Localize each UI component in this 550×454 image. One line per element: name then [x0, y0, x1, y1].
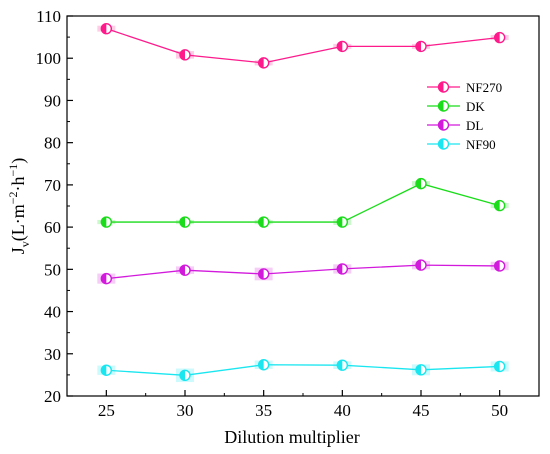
x-tick-label: 40	[334, 401, 351, 420]
y-tick-label: 60	[44, 218, 61, 237]
y-axis-title: Jv(L·m−2·h−1)	[6, 158, 32, 255]
data-point	[257, 359, 270, 371]
y-tick-label: 30	[44, 345, 61, 364]
series-dk	[97, 177, 509, 228]
marker-fill	[438, 139, 444, 149]
legend-label: DL	[466, 118, 483, 133]
data-point	[100, 216, 113, 228]
marker-fill	[101, 365, 107, 376]
series-layer	[97, 22, 509, 383]
data-point	[336, 40, 349, 53]
y-tick-label: 100	[36, 49, 62, 68]
legend-label: DK	[466, 99, 485, 114]
x-tick-label: 25	[98, 401, 115, 420]
data-point	[257, 216, 270, 228]
legend-marker	[437, 100, 450, 112]
data-point	[336, 263, 349, 275]
data-point	[179, 264, 191, 276]
data-point	[493, 360, 506, 373]
data-point	[100, 22, 113, 35]
data-point	[493, 260, 506, 272]
marker-fill	[494, 260, 500, 271]
data-point	[257, 57, 270, 69]
legend-item-dk: DK	[427, 99, 485, 114]
y-tick-label: 20	[44, 387, 61, 406]
legend-marker	[437, 138, 450, 150]
y-tick-label: 90	[44, 91, 61, 110]
x-tick-label: 30	[177, 401, 194, 420]
legend-label: NF270	[466, 80, 502, 95]
marker-fill	[258, 57, 264, 68]
y-tick-label: 110	[36, 7, 61, 26]
marker-fill	[494, 361, 500, 372]
marker-fill	[180, 49, 185, 60]
marker-fill	[416, 364, 421, 375]
plot-area	[66, 15, 540, 397]
data-point	[336, 359, 349, 371]
series-line	[106, 28, 500, 64]
marker-fill	[416, 41, 421, 52]
marker-fill	[180, 265, 185, 276]
marker-fill	[101, 217, 107, 228]
data-point	[179, 369, 191, 382]
y-axis: 20 30 40 50 60 70 80 90 100 110	[36, 7, 73, 406]
data-point	[257, 268, 270, 280]
data-point	[336, 216, 349, 228]
x-axis-title: Dilution multiplier	[224, 427, 360, 447]
marker-fill	[438, 120, 444, 130]
x-tick-label: 45	[413, 401, 430, 420]
legend-item-dl: DL	[427, 118, 483, 133]
data-point	[493, 199, 506, 212]
data-point	[179, 49, 191, 61]
series-line	[106, 364, 500, 376]
series-line	[106, 264, 500, 280]
marker-fill	[258, 217, 264, 228]
x-tick-label: 35	[255, 401, 272, 420]
data-point	[100, 364, 113, 376]
data-point	[179, 216, 191, 228]
data-point	[493, 31, 506, 44]
marker-fill	[494, 200, 500, 211]
marker-fill	[438, 101, 444, 111]
x-axis: 25 30 35 40 45 50	[98, 390, 508, 420]
data-point	[100, 272, 113, 285]
marker-fill	[438, 82, 444, 92]
legend-marker	[437, 81, 450, 93]
plot-border	[66, 15, 540, 397]
legend: NF270 DK DL NF90	[427, 80, 502, 152]
marker-fill	[416, 260, 421, 271]
marker-fill	[180, 217, 185, 228]
marker-fill	[180, 370, 185, 381]
legend-label: NF90	[466, 137, 496, 152]
marker-fill	[258, 359, 264, 370]
legend-item-nf270: NF270	[427, 80, 502, 95]
marker-fill	[337, 217, 343, 228]
marker-fill	[416, 178, 421, 189]
legend-marker	[437, 119, 450, 131]
y-tick-label: 80	[44, 134, 61, 153]
marker-fill	[494, 32, 500, 43]
y-tick-label: 70	[44, 176, 61, 195]
y-tick-label: 50	[44, 260, 61, 279]
legend-item-nf90: NF90	[427, 137, 496, 152]
marker-fill	[101, 273, 107, 284]
marker-fill	[337, 360, 343, 371]
data-point	[415, 364, 427, 376]
marker-fill	[101, 23, 107, 34]
series-dl	[97, 259, 509, 285]
series-nf270	[97, 22, 509, 69]
marker-fill	[337, 263, 343, 274]
series-line	[106, 182, 500, 223]
data-point	[415, 40, 427, 53]
marker-fill	[337, 41, 343, 52]
marker-fill	[258, 268, 264, 279]
data-point	[415, 177, 427, 190]
data-point	[415, 259, 427, 271]
series-nf90	[97, 359, 509, 383]
x-tick-label: 50	[491, 401, 508, 420]
y-tick-label: 40	[44, 303, 61, 322]
